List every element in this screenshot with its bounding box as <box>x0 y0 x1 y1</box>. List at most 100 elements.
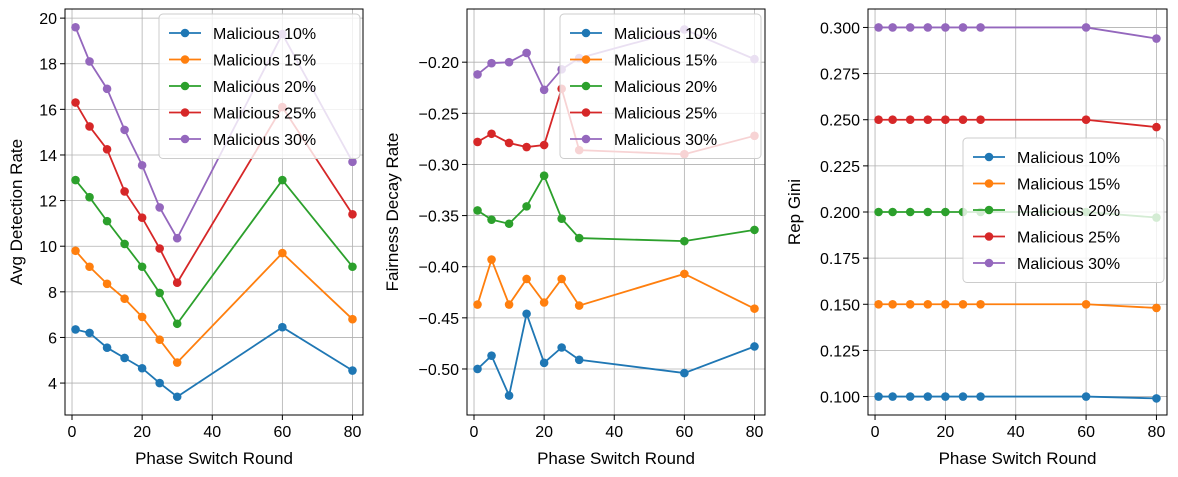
data-point <box>487 351 496 360</box>
data-point <box>923 392 933 401</box>
data-point <box>923 115 933 125</box>
data-point <box>278 175 287 185</box>
y-tick-label: 4 <box>48 376 57 393</box>
x-tick-label: 80 <box>344 424 362 441</box>
y-tick-label: 0.200 <box>820 205 860 222</box>
data-point <box>137 160 147 170</box>
y-tick-label: −0.25 <box>419 106 460 123</box>
x-tick-label: 60 <box>675 424 693 441</box>
legend-label: Malicious 15% <box>1017 177 1120 194</box>
x-tick-label: 40 <box>203 424 221 441</box>
y-tick-label: 20 <box>39 11 57 28</box>
data-point <box>1152 303 1161 313</box>
data-point <box>155 288 164 298</box>
data-point <box>1081 23 1091 32</box>
y-tick-label: 0.150 <box>820 297 860 314</box>
legend-entry-4: Malicious 25% <box>973 230 1120 247</box>
data-point <box>120 294 129 303</box>
legend: Malicious 10% Malicious 15% Malicious 20% M… <box>158 13 361 159</box>
legend-entry-1: Malicious 10% <box>973 150 1120 167</box>
legend-entry-3: Malicious 20% <box>169 79 316 96</box>
data-point <box>473 206 482 215</box>
data-point <box>941 299 950 309</box>
legend-entry-1: Malicious 10% <box>169 26 316 43</box>
data-point <box>172 319 182 329</box>
legend-label: Malicious 30% <box>213 132 316 149</box>
data-point <box>473 300 482 309</box>
data-point <box>348 157 357 167</box>
data-point <box>941 115 950 125</box>
data-point <box>522 309 531 319</box>
data-point <box>750 342 759 351</box>
legend-marker <box>180 108 190 117</box>
data-point <box>976 23 985 32</box>
y-tick-label: 0.275 <box>820 67 860 84</box>
y-tick-label: −0.45 <box>419 311 460 328</box>
y-tick-label: 18 <box>39 57 57 74</box>
data-point <box>522 202 531 211</box>
legend-entry-5: Malicious 30% <box>169 132 316 149</box>
data-point <box>278 322 287 332</box>
legend-marker <box>984 232 994 241</box>
legend-label: Malicious 25% <box>213 106 316 123</box>
series-line <box>878 26 1157 40</box>
legend-marker <box>581 108 591 117</box>
legend-marker <box>984 179 994 188</box>
series-line <box>477 173 755 243</box>
data-point <box>976 392 985 401</box>
data-point <box>874 23 883 32</box>
y-axis-label: Rep Gini <box>785 179 804 245</box>
series-3 <box>71 175 357 329</box>
y-tick-label: 0.300 <box>820 20 860 37</box>
legend-marker <box>180 81 190 91</box>
data-point <box>539 171 549 180</box>
data-point <box>522 274 531 284</box>
legend-marker <box>581 55 591 64</box>
data-point <box>137 312 147 322</box>
y-tick-label: 0.125 <box>820 343 860 360</box>
data-point <box>874 392 883 401</box>
data-point <box>923 23 933 32</box>
data-point <box>473 70 482 79</box>
series-line <box>878 118 1157 129</box>
series-line <box>74 178 354 326</box>
legend-label: Malicious 30% <box>1017 256 1120 273</box>
data-point <box>487 129 496 139</box>
data-point <box>504 138 514 148</box>
data-point <box>504 391 514 400</box>
data-point <box>473 364 482 374</box>
data-point <box>905 207 915 217</box>
data-point <box>504 300 514 309</box>
series-2 <box>71 246 357 367</box>
data-point <box>888 392 897 401</box>
data-point <box>888 299 897 309</box>
legend-marker <box>984 205 994 215</box>
legend-label: Malicious 25% <box>614 106 717 123</box>
data-point <box>750 225 759 235</box>
y-tick-label: 0.175 <box>820 251 860 268</box>
data-point <box>155 244 164 253</box>
series-1 <box>874 392 1161 403</box>
data-point <box>905 23 915 32</box>
x-axis-label: Phase Switch Round <box>537 449 695 468</box>
series-2 <box>874 299 1161 313</box>
legend-marker <box>581 134 591 144</box>
legend-box <box>158 13 361 159</box>
data-point <box>539 358 549 368</box>
data-point <box>155 378 164 388</box>
data-point <box>137 262 147 272</box>
data-point <box>888 207 897 217</box>
data-point <box>976 299 985 309</box>
data-point <box>905 115 915 125</box>
y-tick-label: 0.225 <box>820 159 860 176</box>
series-4 <box>874 115 1161 132</box>
data-point <box>941 392 950 401</box>
legend: Malicious 10% Malicious 15% Malicious 20% M… <box>962 137 1165 283</box>
data-point <box>557 343 566 352</box>
x-tick-label: 20 <box>133 424 151 441</box>
legend-entry-1: Malicious 10% <box>570 26 717 43</box>
data-point <box>574 301 584 310</box>
legend-label: Malicious 20% <box>1017 203 1120 220</box>
y-tick-label: 10 <box>39 239 57 256</box>
